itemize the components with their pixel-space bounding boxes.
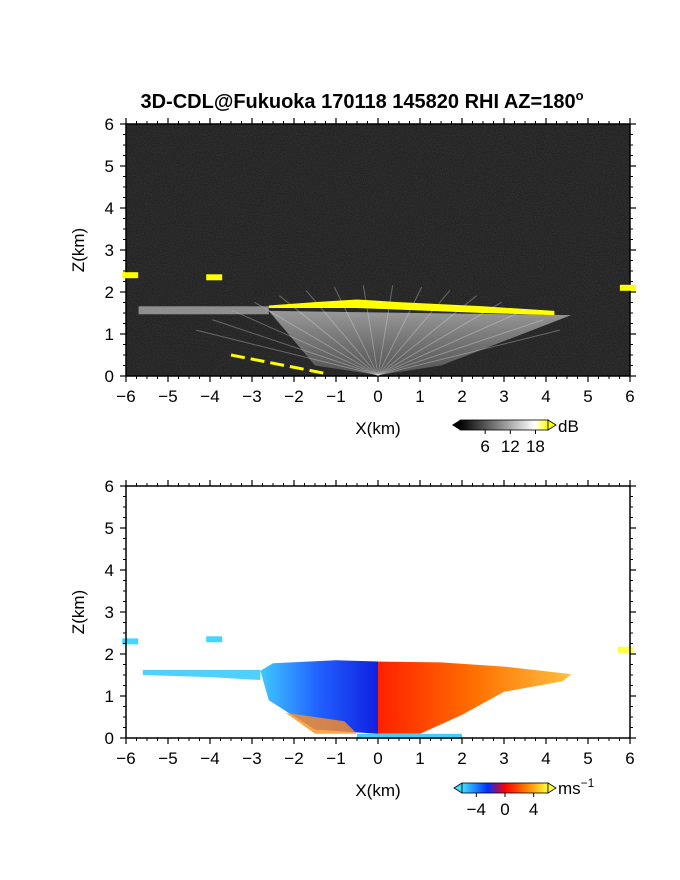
x-tick-label: −2 [284, 387, 303, 406]
x-tick-label: 4 [541, 387, 550, 406]
colorbar-arrow-left [452, 420, 460, 430]
x-tick-label: 2 [457, 749, 466, 768]
y-tick-label: 4 [105, 199, 114, 218]
scan-streak [279, 295, 379, 376]
colorbar-arrow-left [453, 782, 463, 794]
scan-streak [377, 301, 502, 376]
x-tick-label: −3 [242, 749, 261, 768]
scan-streak [377, 309, 525, 376]
y-tick-label: 6 [105, 115, 114, 134]
x-tick-label: 6 [625, 749, 634, 768]
x-tick-label: 6 [625, 387, 634, 406]
scan-streak [196, 329, 379, 376]
x-tick-label: 4 [541, 749, 550, 768]
x-tick-label: −2 [284, 749, 303, 768]
y-tick-label: 1 [105, 687, 114, 706]
y-tick-label: 6 [105, 477, 114, 496]
x-tick-label: 0 [373, 749, 382, 768]
y-tick-label: 4 [105, 561, 114, 580]
cyan-layer [142, 669, 261, 681]
colorbar-tick-label: 4 [529, 800, 538, 819]
colorbar-tick-label: 6 [480, 437, 489, 456]
x-tick-label: −1 [326, 749, 345, 768]
colorbar-tick-label: 0 [500, 800, 509, 819]
x-tick-label: −1 [326, 387, 345, 406]
y-tick-label: 0 [105, 729, 114, 748]
x-tick-label: 3 [499, 749, 508, 768]
y-tick-label: 5 [105, 157, 114, 176]
x-axis-label: X(km) [355, 419, 400, 438]
y-tick-label: 1 [105, 325, 114, 344]
patch-2 [122, 638, 139, 645]
patch-3 [617, 646, 634, 653]
panel-velocity: −6 −5 −4 −3 −2 −1 0 1 2 3 4 5 6 0 1 2 3 4 5 6 X(km) Z(km) ms−1… [69, 477, 636, 819]
x-tick-label: 5 [583, 749, 592, 768]
chart-title: 3D-CDL@Fukuoka 170118 145820 RHI AZ=180o [140, 88, 583, 113]
colorbar-tick-label: −4 [467, 800, 486, 819]
x-tick-label: −5 [158, 749, 177, 768]
x-tick-label: 0 [373, 387, 382, 406]
scan-streak [377, 319, 544, 376]
scan-streak [377, 286, 423, 376]
ground-clutter [230, 353, 328, 376]
x-tick-label: −6 [116, 749, 135, 768]
patch-1 [206, 636, 223, 643]
colorbar-tick-label: 12 [501, 437, 520, 456]
patch-3 [619, 284, 636, 291]
colorbar-arrow-right [547, 782, 557, 794]
x-tick-label: 1 [415, 749, 424, 768]
x-tick-label: −5 [158, 387, 177, 406]
x-tick-label: 2 [457, 387, 466, 406]
scan-streak [231, 309, 379, 376]
scan-fan [268, 310, 572, 376]
y-tick-label: 5 [105, 519, 114, 538]
yellow-layer [268, 299, 555, 316]
colorbar-arrow-right [547, 419, 557, 431]
x-tick-label: 5 [583, 387, 592, 406]
x-tick-label: −3 [242, 387, 261, 406]
scan-streak [254, 301, 379, 376]
colorbar-tick-label: 18 [526, 437, 545, 456]
y-axis-label: Z(km) [69, 228, 88, 272]
x-tick-label: 1 [415, 387, 424, 406]
colorbar [461, 782, 549, 794]
y-tick-label: 2 [105, 283, 114, 302]
ground-echo [285, 712, 357, 734]
positive-velocity-region [378, 661, 572, 734]
y-tick-label: 3 [105, 603, 114, 622]
weak-layer [138, 306, 269, 315]
colorbar-unit: ms−1 [558, 776, 595, 798]
x-axis-label: X(km) [355, 781, 400, 800]
y-axis-label: Z(km) [69, 590, 88, 634]
patch-1 [206, 274, 223, 281]
y-tick-label: 2 [105, 645, 114, 664]
title-degree: o [576, 88, 584, 103]
x-tick-label: −4 [200, 387, 219, 406]
y-tick-label: 3 [105, 241, 114, 260]
x-tick-label: −6 [116, 387, 135, 406]
colorbar [459, 419, 549, 431]
x-tick-label: 3 [499, 387, 508, 406]
scan-streak [212, 319, 379, 376]
scan-streak [377, 285, 394, 376]
y-tick-label: 0 [105, 367, 114, 386]
colorbar-unit-sup: −1 [581, 776, 595, 790]
negative-velocity-region [260, 660, 378, 734]
ground-echo-cyan [357, 733, 462, 739]
colorbar-unit: dB [558, 417, 579, 436]
patch-2 [122, 272, 139, 279]
x-tick-label: −4 [200, 749, 219, 768]
scan-streak [377, 329, 560, 376]
